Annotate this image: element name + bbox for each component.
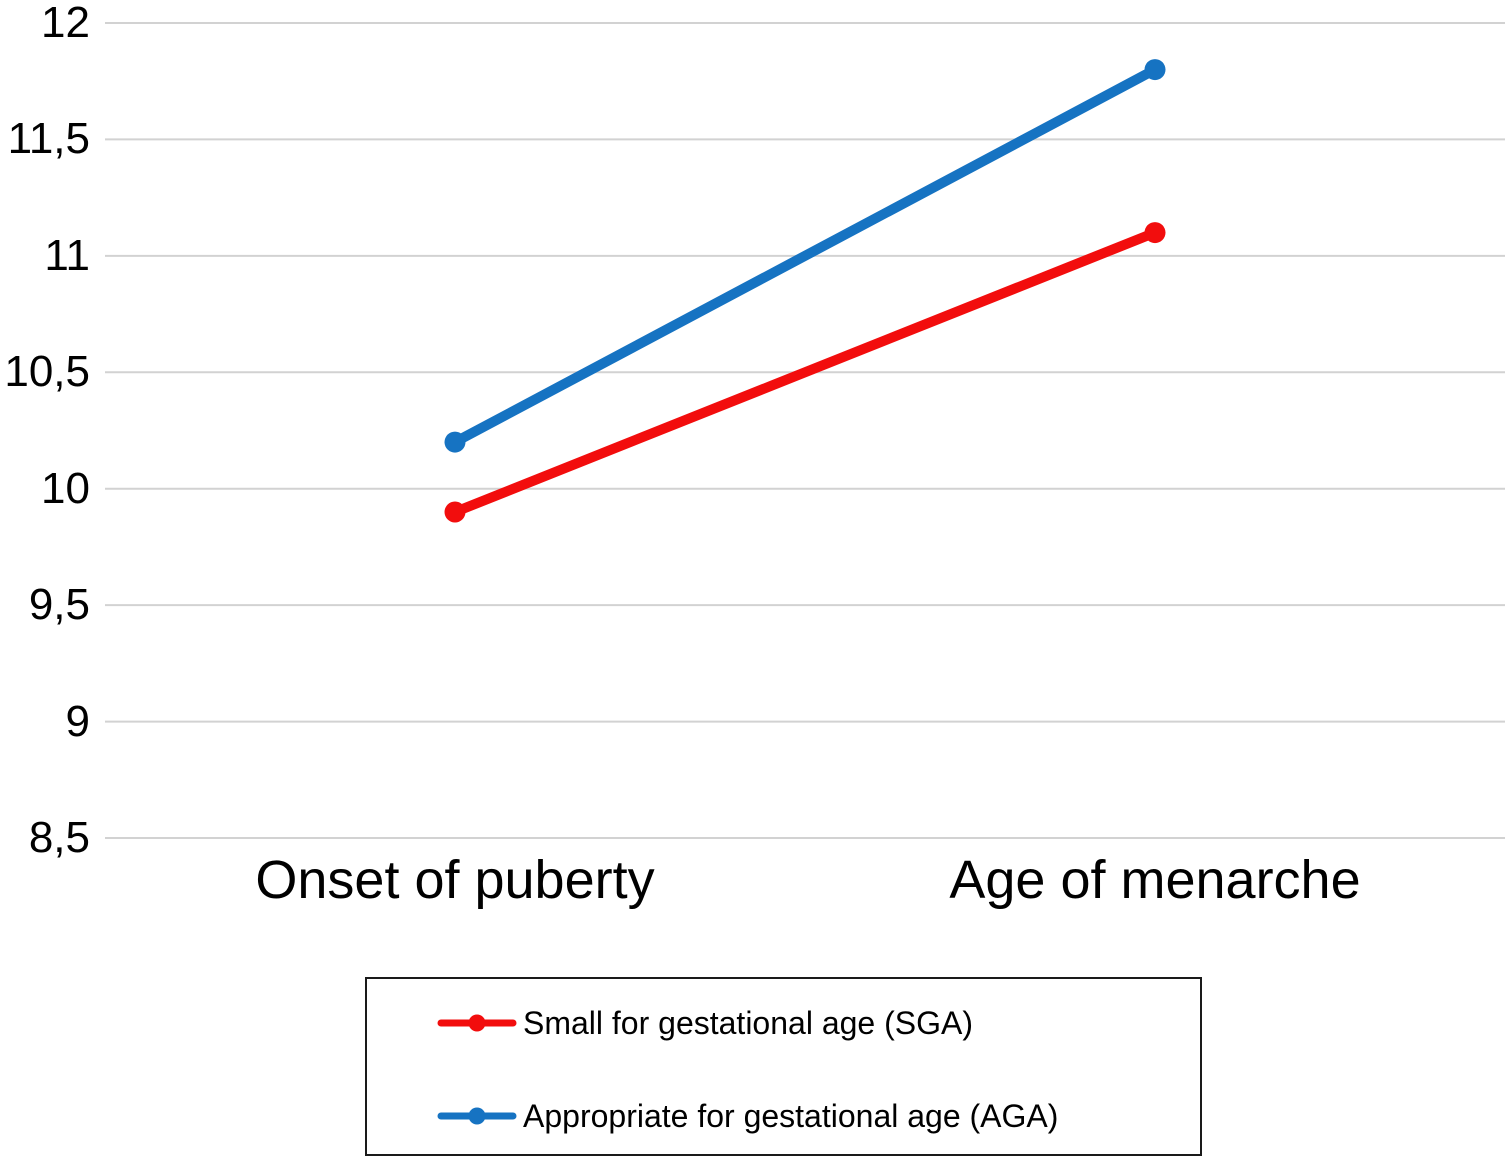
legend-entry: Small for gestational age (SGA) bbox=[437, 1005, 973, 1041]
series-line-1 bbox=[450, 64, 1160, 448]
y-axis-tick-label: 10 bbox=[41, 463, 90, 513]
y-axis-tick-label: 9,5 bbox=[28, 580, 90, 630]
legend-label: Small for gestational age (SGA) bbox=[523, 1005, 973, 1041]
y-axis-tick-label: 12 bbox=[41, 0, 90, 47]
data-point-marker bbox=[444, 501, 466, 523]
data-point-marker bbox=[1144, 59, 1166, 81]
legend: Small for gestational age (SGA) Appropria… bbox=[365, 977, 1202, 1156]
y-axis-tick-label: 8,5 bbox=[28, 813, 90, 862]
legend-line-marker-icon bbox=[437, 1014, 517, 1032]
legend-label: Appropriate for gestational age (AGA) bbox=[523, 1098, 1059, 1134]
y-axis-tick-label: 11,5 bbox=[7, 114, 90, 164]
data-point-marker bbox=[444, 431, 466, 453]
y-axis-tick-label: 10,5 bbox=[4, 347, 90, 397]
x-axis-category-label: Onset of puberty bbox=[255, 850, 655, 910]
y-axis-tick-label: 11 bbox=[44, 230, 90, 280]
data-point-marker bbox=[1144, 222, 1166, 244]
legend-entry: Appropriate for gestational age (AGA) bbox=[437, 1098, 1058, 1134]
y-axis-tick-label: 9 bbox=[65, 696, 90, 746]
series-line-0 bbox=[450, 227, 1160, 517]
legend-line-marker-icon bbox=[437, 1107, 517, 1125]
x-axis-category-label: Age of menarche bbox=[949, 850, 1361, 910]
